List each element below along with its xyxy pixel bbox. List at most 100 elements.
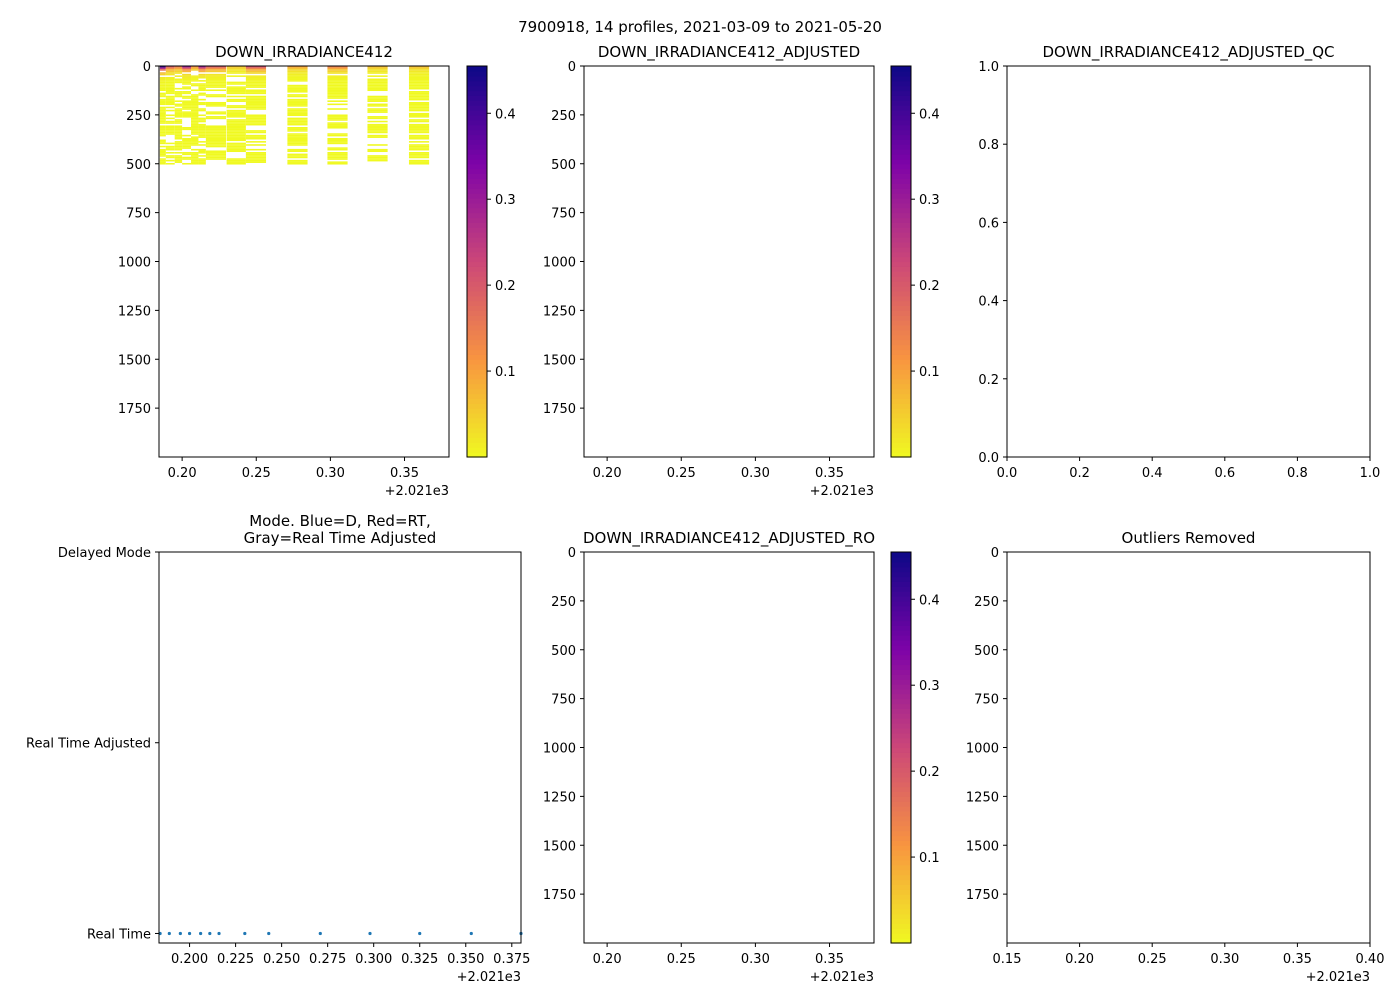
heatmap-cell bbox=[408, 105, 430, 107]
heatmap-cell bbox=[205, 141, 227, 143]
subplot-p6: 0.15 0.20 0.25 0.30 0.35 0.40 +2.021e3 0 250 500 7… bbox=[966, 529, 1385, 985]
heatmap-cell bbox=[182, 101, 192, 104]
colorbar-frame bbox=[890, 551, 912, 944]
heatmap-cell bbox=[198, 87, 206, 90]
heatmap-cell bbox=[408, 131, 430, 134]
heatmap-cell bbox=[191, 120, 199, 123]
heatmap-cell bbox=[191, 111, 199, 113]
x-tick-label: 0.30 bbox=[316, 466, 345, 481]
colorbar-segment bbox=[467, 349, 487, 355]
axes-frame bbox=[158, 551, 522, 944]
heatmap-cell bbox=[327, 70, 348, 73]
heatmap-cell bbox=[408, 125, 430, 127]
heatmap-cell bbox=[205, 103, 227, 106]
x-tick-label: 0.0 bbox=[997, 466, 1018, 481]
heatmap-cell bbox=[408, 83, 430, 85]
colorbar-segment bbox=[467, 85, 487, 92]
colorbar-tick-label: 0.4 bbox=[919, 593, 940, 608]
colorbar-segment bbox=[891, 918, 911, 925]
heatmap-cell bbox=[174, 111, 183, 113]
heatmap-cell bbox=[182, 111, 192, 113]
heatmap-cell bbox=[165, 103, 175, 106]
heatmap-cell bbox=[165, 66, 175, 68]
heatmap-cell bbox=[327, 97, 348, 99]
colorbar-segment bbox=[891, 158, 911, 165]
colorbar-segment bbox=[891, 124, 911, 131]
colorbar-segment bbox=[891, 95, 911, 101]
heatmap-cell bbox=[408, 114, 430, 117]
y-tick-label: 1500 bbox=[543, 353, 576, 368]
colorbar-segment bbox=[891, 383, 911, 390]
y-tick-label: 500 bbox=[551, 644, 576, 659]
y-tick-label: 750 bbox=[126, 207, 151, 222]
colorbar-segment bbox=[467, 114, 487, 121]
scatter-point bbox=[243, 931, 247, 936]
heatmap-cell bbox=[182, 137, 192, 140]
colorbar-segment bbox=[467, 70, 487, 77]
heatmap-cell bbox=[367, 144, 388, 146]
heatmap-cell bbox=[182, 97, 192, 99]
heatmap-cell bbox=[174, 81, 183, 84]
colorbar-segment bbox=[891, 173, 911, 180]
heatmap-cell bbox=[159, 128, 166, 131]
colorbar-segment bbox=[891, 845, 911, 851]
heatmap-cell bbox=[159, 98, 166, 101]
colorbar-segment bbox=[467, 417, 487, 424]
colorbar-segment bbox=[891, 66, 911, 72]
heatmap-cell bbox=[408, 76, 430, 79]
heatmap-cell bbox=[191, 141, 199, 143]
heatmap-cell bbox=[245, 152, 267, 154]
heatmap-cell bbox=[287, 70, 308, 73]
heatmap-cell bbox=[408, 162, 430, 165]
heatmap-cell bbox=[287, 134, 308, 137]
heatmap-cell bbox=[159, 122, 166, 124]
heatmap-cell bbox=[245, 83, 267, 85]
colorbar-segment bbox=[891, 840, 911, 846]
heatmap-cell bbox=[191, 153, 199, 156]
heatmap-cell bbox=[198, 130, 206, 132]
heatmap-cell bbox=[159, 72, 166, 74]
colorbar-segment bbox=[891, 202, 911, 209]
subplot-p3: 0.0 0.2 0.4 0.6 0.8 1.0 0.0 0.2 0.4 0.6 0.8 1.0 DOWN… bbox=[978, 43, 1380, 481]
heatmap-cell bbox=[287, 103, 308, 106]
heatmap-cell bbox=[198, 117, 206, 120]
heatmap-cell bbox=[408, 137, 430, 140]
heatmap-cell bbox=[226, 126, 246, 129]
heatmap-cell bbox=[327, 161, 348, 163]
colorbar-segment bbox=[467, 378, 487, 385]
colorbar-segment bbox=[467, 403, 487, 409]
heatmap-cell bbox=[159, 81, 166, 84]
heatmap-cell bbox=[159, 76, 166, 79]
x-tick-label: 0.6 bbox=[1214, 466, 1235, 481]
colorbar-segment bbox=[891, 654, 911, 661]
heatmap-cell bbox=[191, 103, 199, 106]
heatmap-cell bbox=[327, 84, 348, 87]
colorbar-segment bbox=[891, 241, 911, 248]
heatmap-cell bbox=[165, 95, 175, 98]
colorbar-segment bbox=[891, 742, 911, 749]
heatmap-cell bbox=[205, 86, 227, 88]
subplot-p4: 0.200 0.225 0.250 0.275 0.300 0.325 0.350 0.375… bbox=[26, 512, 530, 985]
heatmap-cell bbox=[245, 117, 267, 120]
heatmap-cell bbox=[159, 100, 166, 102]
heatmap-cell bbox=[327, 142, 348, 145]
colorbar-segment bbox=[891, 747, 911, 753]
heatmap-cell bbox=[191, 139, 199, 142]
heatmap-cell bbox=[245, 141, 267, 143]
heatmap-cell bbox=[174, 94, 183, 96]
heatmap-cell bbox=[367, 148, 388, 151]
colorbar-segment bbox=[891, 869, 911, 876]
heatmap-cell bbox=[159, 101, 166, 104]
colorbar-segment bbox=[467, 178, 487, 184]
heatmap-cell bbox=[245, 134, 267, 137]
colorbar-segment bbox=[467, 266, 487, 272]
colorbar-segment bbox=[891, 193, 911, 199]
colorbar-segment bbox=[891, 806, 911, 812]
colorbar-segment bbox=[891, 635, 911, 641]
heatmap-cell bbox=[226, 159, 246, 162]
heatmap-cell bbox=[367, 89, 388, 92]
heatmap-cell bbox=[191, 75, 199, 77]
colorbar-segment bbox=[467, 432, 487, 439]
heatmap-cell bbox=[198, 73, 206, 76]
heatmap-cell bbox=[159, 95, 166, 98]
